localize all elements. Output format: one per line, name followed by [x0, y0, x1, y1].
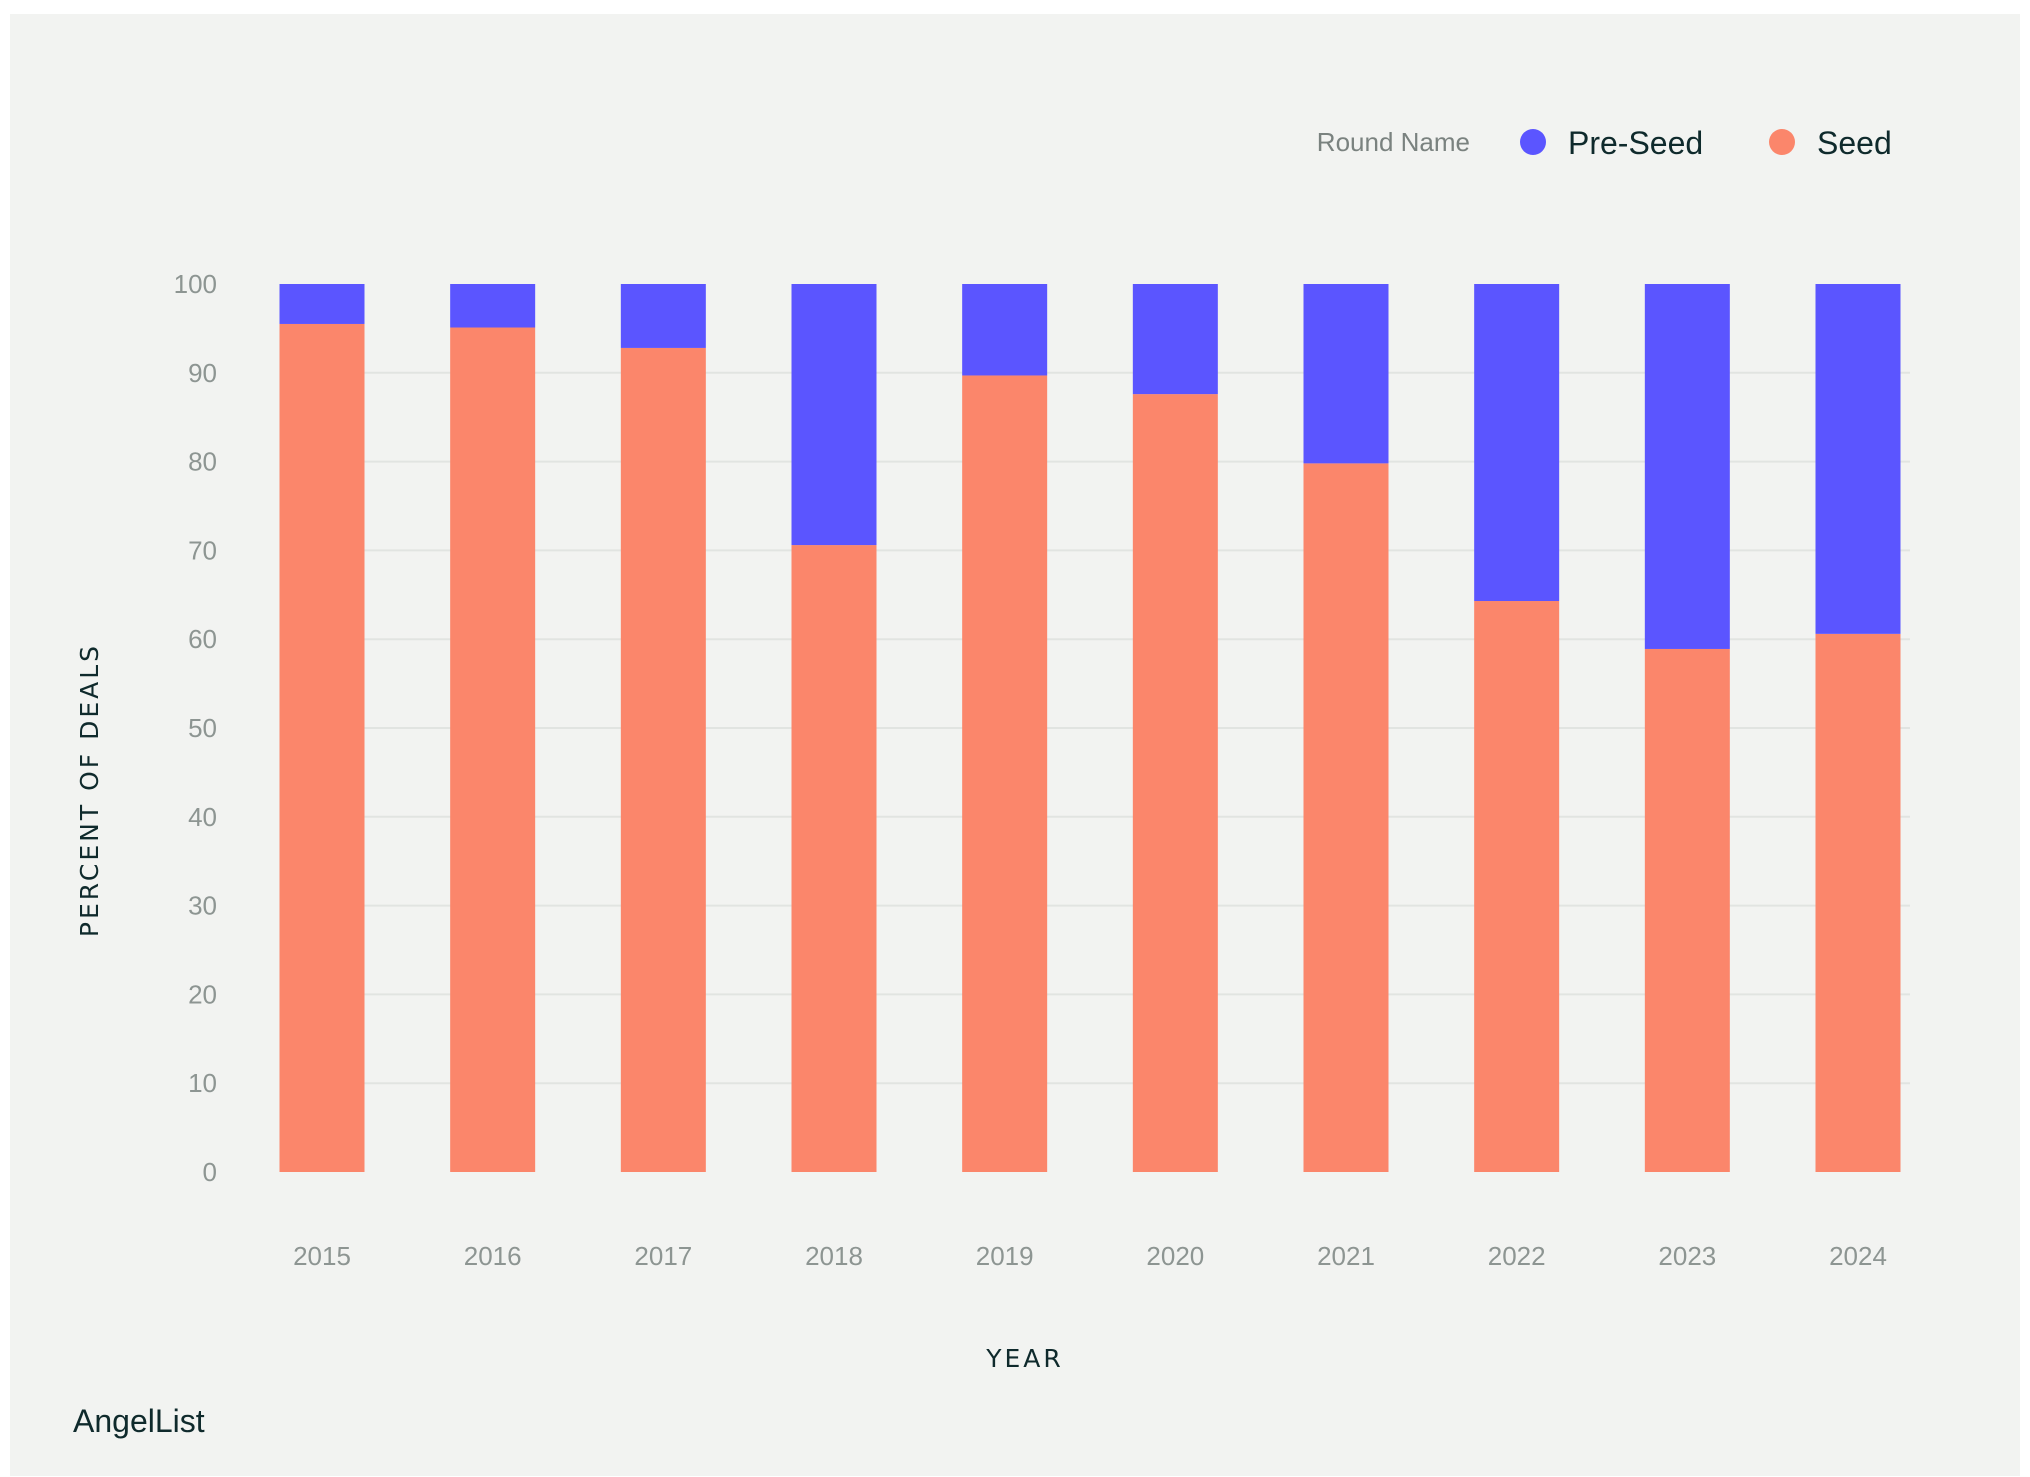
x-tick-label: 2015 — [293, 1241, 351, 1271]
y-tick-label: 40 — [188, 802, 217, 832]
y-tick-label: 70 — [188, 535, 217, 565]
x-tick-label: 2018 — [805, 1241, 863, 1271]
bar-seed-2015 — [279, 323, 365, 1173]
x-axis-ticks: 2015 2016 2017 2018 2019 2020 2021 2022 2023 2024 — [293, 1241, 1887, 1271]
bar-seed-2020 — [1132, 394, 1218, 1172]
bar-pre-seed-2016 — [450, 284, 536, 328]
bar-pre-seed-2015 — [279, 284, 365, 324]
y-axis-title: PERCENT OF DEALS — [75, 643, 104, 937]
x-tick-label: 2017 — [634, 1241, 692, 1271]
legend-swatch-seed — [1769, 129, 1795, 155]
bar-pre-seed-2019 — [962, 284, 1048, 376]
y-tick-label: 20 — [188, 979, 217, 1009]
y-axis-ticks: 0 10 20 30 40 50 60 70 80 90 100 — [174, 269, 217, 1187]
x-tick-label: 2024 — [1829, 1241, 1887, 1271]
bar-pre-seed-2020 — [1132, 284, 1218, 395]
legend-title: Round Name — [1317, 127, 1470, 157]
bar-pre-seed-2021 — [1303, 284, 1389, 464]
bar-seed-2021 — [1303, 463, 1389, 1173]
x-tick-label: 2016 — [464, 1241, 522, 1271]
x-tick-label: 2020 — [1146, 1241, 1204, 1271]
y-tick-label: 50 — [188, 713, 217, 743]
bar-seed-2024 — [1815, 633, 1901, 1172]
bar-pre-seed-2017 — [620, 284, 706, 348]
y-tick-label: 90 — [188, 358, 217, 388]
x-axis-title: YEAR — [985, 1344, 1064, 1373]
y-tick-label: 30 — [188, 891, 217, 921]
y-tick-label: 10 — [188, 1068, 217, 1098]
bar-seed-2023 — [1644, 648, 1730, 1172]
legend-swatch-pre-seed — [1520, 129, 1546, 155]
bar-seed-2016 — [450, 327, 536, 1173]
chart-panel: 0 10 20 30 40 50 60 70 80 90 100 2015 2016 2017 2018 2… — [10, 14, 2020, 1476]
y-tick-label: 60 — [188, 624, 217, 654]
bar-pre-seed-2018 — [791, 284, 877, 546]
bars — [279, 284, 1901, 1173]
bar-pre-seed-2023 — [1644, 284, 1730, 649]
x-tick-label: 2021 — [1317, 1241, 1375, 1271]
bar-seed-2018 — [791, 545, 877, 1172]
x-tick-label: 2019 — [976, 1241, 1034, 1271]
bar-pre-seed-2022 — [1474, 284, 1560, 602]
y-tick-label: 0 — [203, 1157, 217, 1187]
bar-seed-2017 — [620, 347, 706, 1172]
y-tick-label: 80 — [188, 447, 217, 477]
y-tick-label: 100 — [174, 269, 217, 299]
x-tick-label: 2022 — [1488, 1241, 1546, 1271]
bar-pre-seed-2024 — [1815, 284, 1901, 634]
legend: Round Name Pre-Seed Seed — [1317, 125, 1892, 161]
brand-logo: AngelList — [73, 1403, 205, 1439]
legend-label: Seed — [1817, 125, 1892, 161]
x-tick-label: 2023 — [1658, 1241, 1716, 1271]
legend-label: Pre-Seed — [1568, 125, 1703, 161]
legend-items: Pre-Seed Seed — [1520, 125, 1892, 161]
bar-seed-2019 — [962, 375, 1048, 1172]
bar-seed-2022 — [1474, 601, 1560, 1172]
